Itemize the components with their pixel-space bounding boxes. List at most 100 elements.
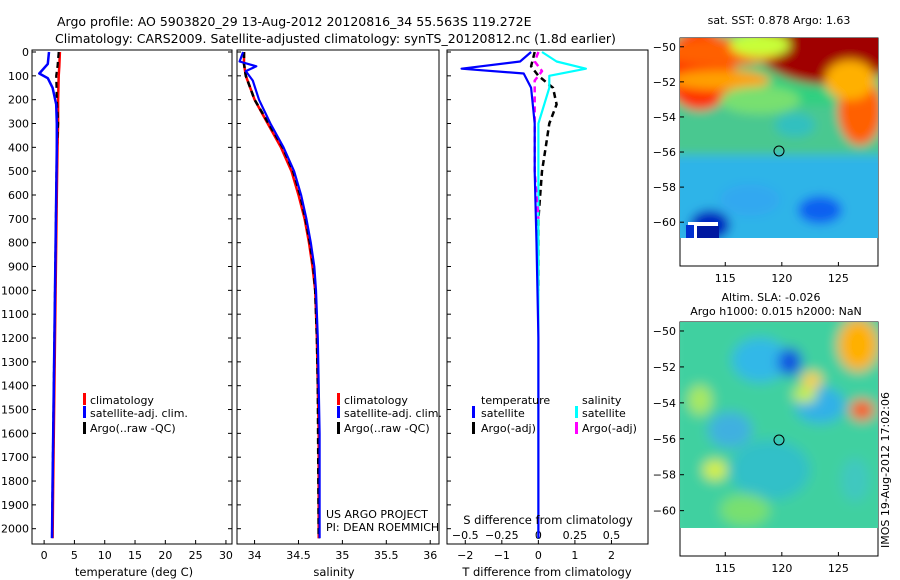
title-line-2: Climatology: CARS2009. Satellite-adjuste…: [55, 31, 616, 46]
latitude-tick-label: −54: [653, 397, 676, 410]
depth-tick-label: 1800: [1, 475, 29, 488]
depth-tick-label: 300: [8, 118, 29, 131]
depth-tick-label: 0: [22, 46, 29, 59]
depth-tick-label: 1600: [1, 427, 29, 440]
legend-satellite: satellite-adj. clim.: [90, 407, 188, 420]
legend-t-argo: Argo(-adj): [481, 422, 536, 435]
longitude-tick-label: 120: [771, 562, 792, 575]
salinity-panel: 34 34.5 35 35.5 36 salinity climatology sate…: [236, 49, 442, 579]
legend-swatch-climatology: [83, 393, 86, 405]
sla-map-axes: −50 −52 −54 −56 −58 −60 115 120 125: [653, 325, 849, 575]
t-difference-label: T difference from climatology: [461, 565, 632, 579]
series-line-salinity-argo-adj-: [533, 51, 544, 219]
temperature-tick-label: 0: [41, 549, 48, 562]
t-diff-tick-label: 1: [571, 549, 578, 562]
project-annotation: US ARGO PROJECT: [326, 508, 428, 521]
longitude-tick-label: 125: [828, 272, 849, 285]
s-diff-tick-label: 0.25: [563, 529, 588, 542]
legend-swatch-argo: [83, 422, 86, 434]
sla-heatmap: [680, 322, 878, 528]
t-diff-tick-label: 0: [535, 549, 542, 562]
temperature-plot-frame: [31, 49, 233, 545]
temperature-legend: climatology satellite-adj. clim. Argo(..…: [83, 393, 188, 435]
t-difference-x-axis: −2 −1 0 1 2: [457, 540, 615, 562]
latitude-tick-label: −56: [653, 146, 676, 159]
series-line-salinity-satellite: [537, 51, 588, 539]
legend-swatch-t-satellite: [472, 406, 475, 418]
s-difference-label: S difference from climatology: [463, 513, 633, 527]
pi-annotation: PI: DEAN ROEMMICH: [326, 521, 439, 534]
salinity-y-ticks: [237, 51, 241, 530]
temperature-tick-label: 25: [189, 549, 203, 562]
depth-tick-label: 1500: [1, 404, 29, 417]
legend-swatch-satellite: [337, 406, 340, 418]
temperature-tick-label: 5: [71, 549, 78, 562]
depth-tick-label: 400: [8, 141, 29, 154]
series-line-satellite-adj-clim-: [38, 51, 59, 539]
latitude-tick-label: −58: [653, 181, 676, 194]
temperature-series: [38, 51, 62, 539]
series-line-temperature-argo-adj-: [529, 51, 558, 291]
legend-satellite: satellite-adj. clim.: [344, 407, 442, 420]
longitude-tick-label: 120: [771, 272, 792, 285]
series-line-satellite-adj-clim-: [238, 51, 321, 539]
sst-map-axes: −50 −52 −54 −56 −58 −60 115 120 125: [653, 41, 849, 285]
depth-tick-label: 100: [8, 70, 29, 83]
temperature-panel: 0100200300400500600700800900100011001200…: [1, 46, 233, 579]
legend-climatology: climatology: [90, 394, 154, 407]
s-diff-tick-label: −0.5: [452, 529, 479, 542]
latitude-tick-label: −54: [653, 111, 676, 124]
latitude-tick-label: −50: [653, 325, 676, 338]
depth-tick-label: 1900: [1, 499, 29, 512]
sla-map-title: Altim. SLA: -0.026: [721, 291, 820, 304]
imos-timestamp: IMOS 19-Aug-2012 17:02:06: [879, 392, 892, 548]
temperature-tick-label: 20: [158, 549, 172, 562]
longitude-tick-label: 125: [828, 562, 849, 575]
difference-y-ticks: [447, 51, 451, 530]
legend-header-salinity: salinity: [582, 394, 622, 407]
legend-header-temperature: temperature: [481, 394, 550, 407]
legend-swatch-t-argo: [472, 422, 475, 434]
salinity-tick-label: 36: [423, 549, 437, 562]
depth-tick-label: 500: [8, 165, 29, 178]
sst-map-title: sat. SST: 0.878 Argo: 1.63: [708, 14, 851, 27]
s-diff-tick-label: −0.25: [485, 529, 519, 542]
temperature-tick-label: 15: [128, 549, 142, 562]
difference-panel: −2 −1 0 1 2 −0.5 −0.25 0 0.25 0.5 S difference f…: [446, 49, 649, 579]
legend-climatology: climatology: [344, 394, 408, 407]
t-diff-tick-label: 2: [608, 549, 615, 562]
legend-swatch-satellite: [83, 406, 86, 418]
sla-argo-marker: [773, 434, 785, 446]
legend-argo: Argo(..raw -QC): [344, 422, 430, 435]
sst-heatmap: [680, 38, 878, 238]
depth-tick-label: 700: [8, 213, 29, 226]
difference-legend: temperature salinity satellite Argo(-adj…: [472, 394, 637, 435]
salinity-x-axis: 34 34.5 35 35.5 36: [248, 540, 437, 562]
salinity-plot-frame: [236, 49, 440, 545]
salinity-tick-label: 35: [335, 549, 349, 562]
sst-map-panel: sat. SST: 0.878 Argo: 1.63: [653, 14, 879, 285]
temperature-axis-label: temperature (deg C): [75, 565, 193, 579]
legend-t-satellite: satellite: [481, 407, 525, 420]
depth-axis: 0 100 200 300 400 500 600 700 800 900 1000 1100 1200…: [1, 46, 232, 536]
temperature-tick-label: 30: [219, 549, 233, 562]
sla-map-subtitle: Argo h1000: 0.015 h2000: NaN: [690, 305, 862, 318]
latitude-tick-label: −56: [653, 433, 676, 446]
t-diff-tick-label: −1: [494, 549, 510, 562]
latitude-tick-label: −60: [653, 216, 676, 229]
salinity-tick-label: 34.5: [286, 549, 311, 562]
legend-swatch-s-argo: [575, 422, 578, 434]
difference-plot-frame: [446, 49, 649, 545]
title-line-1: Argo profile: AO 5903820_29 13-Aug-2012 …: [57, 14, 532, 29]
salinity-axis-label: salinity: [313, 565, 354, 579]
longitude-tick-label: 115: [715, 272, 736, 285]
depth-tick-label: 800: [8, 237, 29, 250]
sla-map-panel: Altim. SLA: -0.026 Argo h1000: 0.015 h20…: [653, 291, 879, 575]
temperature-tick-label: 10: [98, 549, 112, 562]
t-diff-tick-label: −2: [457, 549, 473, 562]
s-diff-tick-label: 0.5: [603, 529, 621, 542]
salinity-series: [238, 51, 321, 539]
legend-swatch-argo: [337, 422, 340, 434]
latitude-tick-label: −52: [653, 361, 676, 374]
